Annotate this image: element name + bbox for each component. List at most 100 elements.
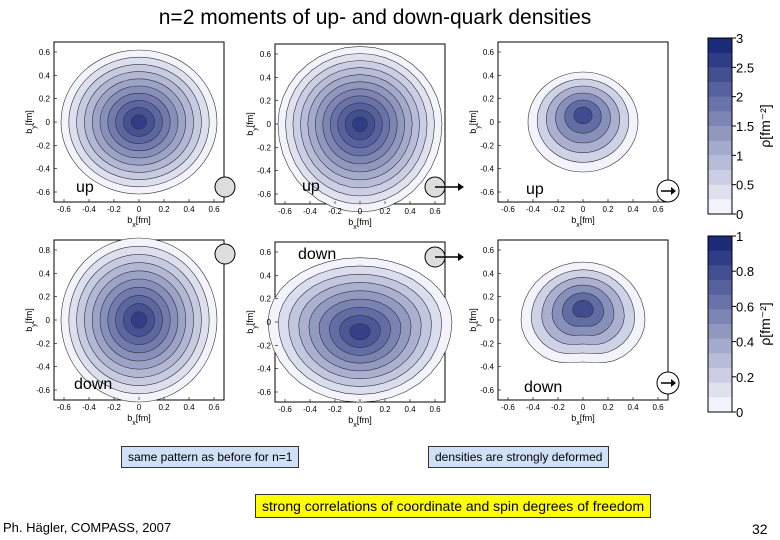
colorbar-tick-label: 0.6 (736, 299, 754, 314)
colorbar-tick-label: 1 (736, 148, 743, 163)
colorbar-top: 3 2.5 2 1.5 1 0.5 0 ρ[fm⁻²] (706, 31, 778, 229)
x-tick-label: 0.6 (652, 403, 664, 412)
y-tick-label: 0 (267, 318, 272, 327)
contour-plot-down-nucleon-polarized: -0.6 -0.4 -0.2 0 0.2 0.4 0.6 0.6 0.4 0.2 0 -0.2 -0.4… (468, 236, 669, 427)
y-tick-label: 0.6 (483, 246, 495, 255)
contour-plot-down-unpolarized: -0.6 -0.4 -0.2 0 0.2 0.4 0.6 0.8 0.4 0.2 0 -0.2 -0.4… (24, 236, 225, 427)
y-tick-label: 0.2 (483, 95, 495, 104)
contour-level (573, 106, 593, 124)
y-tick-label: -0.4 (36, 165, 50, 174)
y-axis-label: by[fm] (24, 110, 38, 134)
x-tick-label: 0.4 (183, 205, 195, 214)
y-tick-label: -0.2 (257, 143, 271, 152)
x-tick-label: 0.2 (158, 403, 170, 412)
contour-svg: -0.6 -0.4 -0.2 0 0.2 0.4 0.6 0.6 0.4 0.2 0 -0.2 -0.4… (24, 41, 225, 229)
contour-level (130, 114, 148, 130)
x-tick-label: 0.4 (183, 403, 195, 412)
y-tick-label: 0.4 (483, 269, 495, 278)
x-tick-label: 0.4 (404, 207, 416, 216)
colorbar-swatch (708, 397, 732, 413)
nucleon-spin-arrow-icon (656, 371, 680, 395)
x-tick-label: 0 (358, 405, 363, 414)
note-deformed: densities are strongly deformed (428, 446, 610, 468)
y-tick-label: -0.6 (257, 190, 271, 199)
x-tick-label: -0.4 (303, 405, 317, 414)
colorbar-swatch (708, 96, 732, 112)
x-tick-label: 0.4 (627, 403, 639, 412)
y-tick-label: 0.6 (260, 50, 272, 59)
x-tick-label: -0.2 (328, 405, 342, 414)
colorbar-swatch (708, 126, 732, 142)
colorbar-svg: 1 0.8 0.6 0.4 0.2 0 ρ[fm⁻²] (707, 229, 773, 420)
label-down-1: down (74, 376, 113, 393)
colorbar-swatch (708, 52, 732, 68)
y-tick-label: 0 (267, 120, 272, 129)
contour-level (349, 323, 371, 341)
y-tick-label: 0.2 (39, 95, 51, 104)
colorbar-swatch (708, 382, 732, 398)
colorbar-swatch (708, 170, 732, 186)
x-tick-label: -0.6 (278, 405, 292, 414)
x-axis-label: bx[fm] (127, 413, 151, 427)
x-tick-label: 0 (137, 403, 142, 412)
label-up-2: up (302, 178, 320, 195)
y-axis-label: by[fm] (245, 112, 259, 136)
nucleon-spin-arrow-icon (656, 179, 680, 203)
x-tick-label: -0.2 (107, 205, 121, 214)
colorbar-tick-label: 1.5 (736, 119, 754, 134)
y-tick-label: -0.6 (36, 386, 50, 395)
y-tick-label: -0.6 (480, 386, 494, 395)
colorbar-tick-label: 0.8 (736, 264, 754, 279)
y-tick-label: 0.2 (39, 293, 51, 302)
colorbar-swatch (708, 265, 732, 281)
y-tick-label: 0.2 (483, 293, 495, 302)
colorbar-tick-label: 1 (736, 232, 743, 244)
colorbar-tick-label: 0.4 (736, 335, 754, 350)
contour-level (572, 299, 594, 318)
y-tick-label: 0.4 (260, 271, 272, 280)
y-tick-label: 0.6 (483, 48, 495, 57)
unpolarized-circle-icon (214, 243, 236, 265)
x-tick-label: -0.2 (107, 403, 121, 412)
colorbar-tick-label: 0 (736, 207, 743, 222)
label-down-3: down (524, 379, 563, 396)
x-tick-label: 0.2 (158, 205, 170, 214)
x-tick-label: 0 (581, 205, 586, 214)
colorbar-title: ρ[fm⁻²] (757, 104, 773, 147)
x-tick-label: 0 (137, 205, 142, 214)
colorbar-swatch (708, 184, 732, 200)
x-tick-label: 0.2 (379, 207, 391, 216)
y-tick-label: 0.4 (39, 71, 51, 80)
y-tick-label: -0.4 (36, 363, 50, 372)
x-tick-label: 0.4 (627, 205, 639, 214)
colorbar-swatch (708, 368, 732, 384)
colorbar-tick-label: 0.5 (736, 178, 754, 193)
colorbar-swatch (708, 294, 732, 310)
y-axis-label: by[fm] (468, 308, 482, 332)
x-tick-label: -0.6 (57, 403, 71, 412)
x-tick-label: -0.6 (278, 207, 292, 216)
contour-svg: -0.6 -0.4 -0.2 0 0.2 0.4 0.6 0.8 0.4 0.2 0 -0.2 -0.4… (24, 237, 225, 427)
y-tick-label: -0.2 (480, 141, 494, 150)
contour-level (130, 311, 148, 329)
y-tick-label: -0.6 (36, 188, 50, 197)
y-tick-label: -0.2 (480, 339, 494, 348)
note-correlations: strong correlations of coordinate and sp… (255, 494, 652, 518)
note-same-pattern: same pattern as before for n=1 (121, 446, 300, 468)
x-tick-label: -0.4 (526, 205, 540, 214)
colorbar-tick-label: 0.2 (736, 370, 754, 385)
colorbar-swatch (708, 82, 732, 98)
x-tick-label: -0.4 (303, 207, 317, 216)
y-tick-label: -0.2 (257, 341, 271, 350)
x-axis-label: bx[fm] (571, 215, 595, 229)
x-axis-label: bx[fm] (127, 215, 151, 229)
colorbar-tick-label: 2.5 (736, 60, 754, 75)
contour-svg: -0.6 -0.4 -0.2 0 0.2 0.4 0.6 0.6 0.4 0.2 0 -0.2 -0.4… (468, 41, 669, 229)
x-tick-label: 0.2 (602, 205, 614, 214)
x-axis-label: bx[fm] (348, 217, 372, 231)
y-tick-label: -0.6 (257, 388, 271, 397)
colorbar-swatch (708, 140, 732, 156)
unpolarized-circle-icon (214, 176, 236, 198)
x-tick-label: 0.6 (429, 207, 441, 216)
y-tick-label: 0.4 (39, 269, 51, 278)
